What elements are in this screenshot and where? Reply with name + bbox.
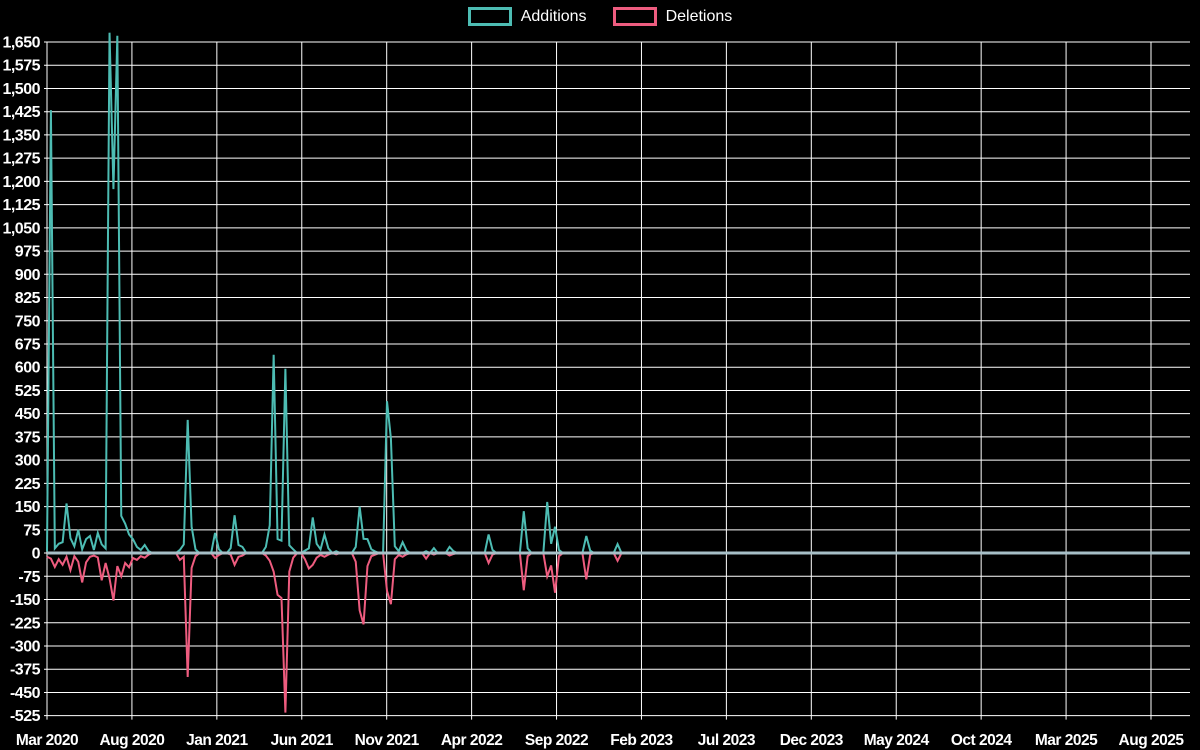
chart-legend: Additions Deletions xyxy=(0,7,1200,26)
y-tick-label: 900 xyxy=(15,267,41,284)
x-tick-label: May 2024 xyxy=(864,732,930,749)
x-tick-label: Jan 2021 xyxy=(186,732,248,749)
x-tick-label: Jun 2021 xyxy=(271,732,334,749)
legend-item-deletions[interactable]: Deletions xyxy=(612,7,733,26)
legend-label: Deletions xyxy=(665,7,733,25)
y-tick-label: 750 xyxy=(15,313,41,330)
legend-label: Additions xyxy=(520,7,587,25)
x-tick-label: Aug 2020 xyxy=(99,732,164,749)
legend-swatch-deletions xyxy=(612,7,657,26)
y-tick-label: 1,050 xyxy=(2,220,40,237)
y-tick-label: -225 xyxy=(10,615,41,632)
x-tick-label: Apr 2022 xyxy=(441,732,502,749)
legend-swatch-additions xyxy=(467,7,512,26)
x-tick-label: Dec 2023 xyxy=(780,732,844,749)
x-tick-label: Nov 2021 xyxy=(355,732,420,749)
y-tick-label: 1,125 xyxy=(2,197,40,214)
y-tick-label: -300 xyxy=(10,638,41,655)
y-tick-label: 1,575 xyxy=(2,58,40,75)
y-tick-label: 1,425 xyxy=(2,104,40,121)
y-tick-label: 375 xyxy=(15,429,41,446)
additions-line xyxy=(46,32,1189,555)
y-tick-label: 0 xyxy=(32,546,41,563)
y-tick-label: 525 xyxy=(15,383,41,400)
x-tick-label: Oct 2024 xyxy=(951,732,1013,749)
y-tick-label: 225 xyxy=(15,476,41,493)
y-tick-label: 600 xyxy=(15,360,41,377)
x-tick-label: Aug 2025 xyxy=(1119,732,1185,749)
y-tick-label: -150 xyxy=(10,592,41,609)
y-tick-label: -75 xyxy=(18,569,40,586)
y-tick-label: 975 xyxy=(15,244,41,261)
y-tick-label: 675 xyxy=(15,336,41,353)
y-tick-label: 1,500 xyxy=(2,81,40,98)
y-tick-label: 1,350 xyxy=(2,127,40,144)
x-tick-label: Mar 2025 xyxy=(1035,732,1098,749)
y-tick-label: 150 xyxy=(15,499,41,516)
y-tick-label: 1,200 xyxy=(2,174,40,191)
y-tick-label: -375 xyxy=(10,662,41,679)
x-tick-label: Mar 2020 xyxy=(16,732,78,749)
y-tick-label: -525 xyxy=(10,708,41,725)
y-tick-label: 300 xyxy=(15,453,41,470)
deletions-line xyxy=(46,551,1189,713)
y-tick-label: 1,275 xyxy=(2,151,40,168)
y-tick-label: 450 xyxy=(15,406,41,423)
y-tick-label: 1,650 xyxy=(2,35,40,52)
y-tick-label: 825 xyxy=(15,290,41,307)
legend-item-additions[interactable]: Additions xyxy=(467,7,587,26)
y-tick-label: -450 xyxy=(10,685,41,702)
y-tick-label: 75 xyxy=(23,522,40,539)
x-tick-label: Jul 2023 xyxy=(698,732,756,749)
x-tick-label: Feb 2023 xyxy=(610,732,673,749)
x-tick-label: Sep 2022 xyxy=(525,732,588,749)
